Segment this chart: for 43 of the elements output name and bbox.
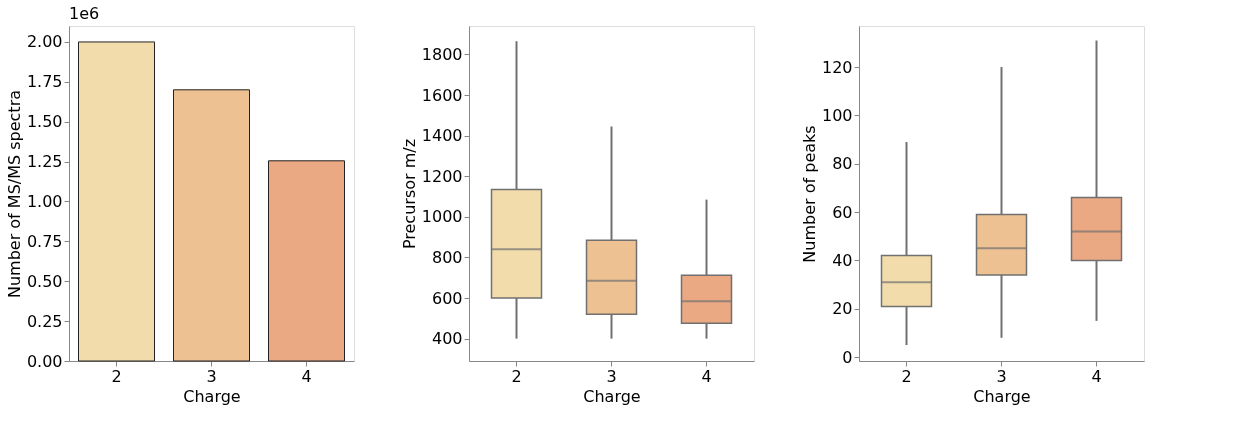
bar [173, 89, 250, 362]
y-tick-label: 80 [832, 154, 853, 174]
y-axis-title: Number of peaks [799, 125, 819, 263]
y-tick-label: 2.00 [26, 32, 63, 52]
y-tick-label: 0.75 [26, 231, 63, 251]
x-tick-label: 4 [1091, 366, 1102, 386]
x-tick-label: 3 [996, 366, 1007, 386]
bar [78, 41, 155, 362]
x-tick-label: 2 [111, 366, 122, 386]
x-tick-label: 4 [301, 366, 312, 386]
y-tick-label: 100 [821, 105, 853, 125]
y-tick-label: 600 [431, 288, 463, 308]
y-tick-label: 1200 [421, 166, 463, 186]
x-tick-label: 2 [511, 366, 522, 386]
x-tick-label: 3 [206, 366, 217, 386]
x-axis-title: Charge [183, 386, 241, 406]
y-tick-label: 1.00 [26, 191, 63, 211]
y-tick-label: 1.50 [26, 112, 63, 132]
x-tick-label: 3 [606, 366, 617, 386]
y-tick-label: 0 [842, 347, 853, 367]
y-tick-label: 120 [821, 57, 853, 77]
y-axis-title: Number of MS/MS spectra [4, 89, 24, 299]
bar [268, 160, 345, 362]
y-tick-label: 1000 [421, 207, 463, 227]
x-tick-label: 4 [701, 366, 712, 386]
y-tick-label: 1.25 [26, 152, 63, 172]
x-axis-title: Charge [583, 386, 641, 406]
y-tick-label: 1400 [421, 126, 463, 146]
y-tick-label: 20 [832, 299, 853, 319]
x-tick-label: 2 [901, 366, 912, 386]
y-tick-label: 0.00 [26, 351, 63, 371]
x-axis-title: Charge [973, 386, 1031, 406]
y-tick-label: 0.25 [26, 311, 63, 331]
y-tick-label: 40 [832, 250, 853, 270]
y-tick-label: 60 [832, 202, 853, 222]
y-tick-label: 1.75 [26, 72, 63, 92]
y-tick-label: 800 [431, 247, 463, 267]
y-tick-label: 0.50 [26, 271, 63, 291]
y-tick-label: 1600 [421, 85, 463, 105]
y-tick-label: 400 [431, 329, 463, 349]
y-tick-label: 1800 [421, 44, 463, 64]
y-axis-title: Precursor m/z [399, 138, 419, 250]
text: 1e6 [69, 4, 100, 23]
